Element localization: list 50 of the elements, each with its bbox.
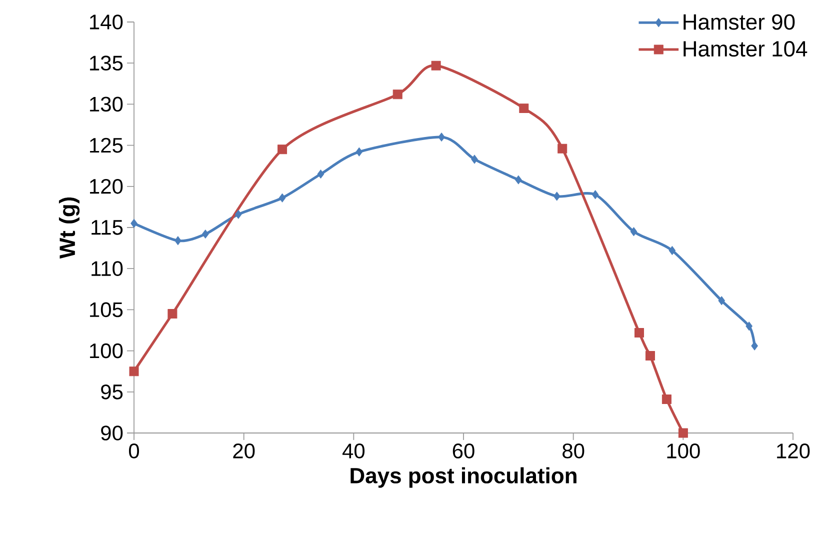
- point: [356, 147, 363, 156]
- point: [317, 170, 324, 179]
- point: [668, 246, 676, 255]
- x-tick-label: 20: [233, 444, 255, 458]
- x-axis-title: Days post inoculation: [350, 467, 576, 488]
- point: [129, 366, 139, 376]
- x-tick-label: 40: [342, 444, 365, 458]
- point: [662, 394, 672, 404]
- point: [558, 144, 568, 154]
- point: [553, 192, 560, 201]
- point: [130, 218, 138, 228]
- y-tick-label: 120: [90, 178, 123, 194]
- point: [751, 341, 758, 350]
- point: [678, 428, 688, 438]
- y-tick-label: 130: [90, 96, 123, 112]
- point: [234, 210, 242, 219]
- point: [278, 193, 286, 202]
- y-tick-label: 95: [101, 384, 123, 400]
- legend-label: Hamster 90: [684, 14, 795, 30]
- point: [202, 230, 209, 239]
- y-tick-label: 105: [90, 302, 123, 318]
- y-tick-label: 110: [92, 261, 123, 276]
- y-tick-label: 135: [90, 56, 123, 71]
- point: [519, 104, 529, 114]
- y-tick-label: 90: [101, 426, 123, 440]
- point: [438, 132, 445, 142]
- x-tick-label: 120: [777, 444, 810, 458]
- point: [592, 190, 599, 200]
- y-tick-label: 140: [90, 14, 123, 30]
- point: [392, 90, 402, 100]
- point: [471, 154, 478, 164]
- x-tick-label: 100: [667, 444, 700, 458]
- legend-label: Hamster 104: [684, 41, 808, 57]
- point: [515, 175, 522, 184]
- point: [630, 227, 638, 236]
- y-axis-title: Wt (g): [58, 197, 80, 259]
- point: [431, 60, 441, 70]
- x-tick-label: 0: [128, 444, 140, 458]
- y-tick-label: 115: [92, 220, 123, 235]
- point: [278, 144, 288, 154]
- point: [174, 236, 182, 246]
- point: [168, 309, 178, 319]
- point: [634, 328, 644, 338]
- y-tick-label: 125: [90, 138, 123, 153]
- x-tick-label: 60: [452, 444, 474, 458]
- point: [645, 350, 655, 360]
- point: [746, 322, 752, 331]
- y-tick-label: 100: [90, 343, 123, 358]
- x-tick-label: 80: [562, 444, 584, 458]
- point: [718, 296, 726, 306]
